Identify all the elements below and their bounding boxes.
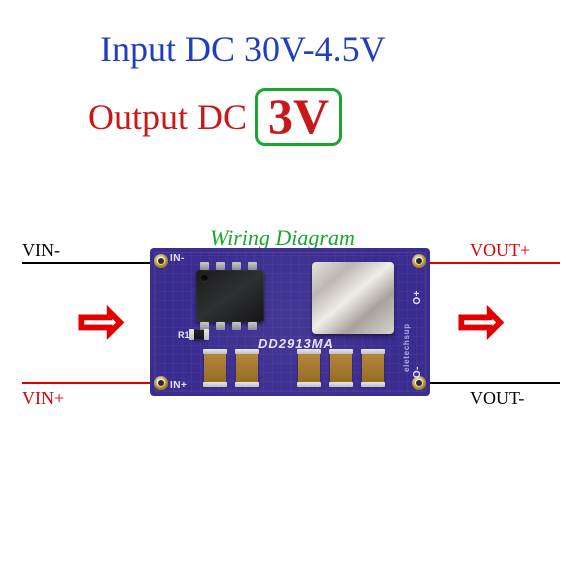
pcb-part-number: DD2913MA: [258, 336, 334, 351]
ic-chip: [196, 270, 264, 322]
flow-arrow-out: ⇨: [458, 294, 505, 350]
ic-pin: [216, 262, 225, 270]
ic-pin: [248, 322, 257, 330]
pcb-brand-text: eletechsup: [402, 323, 411, 372]
label-vin-plus: VIN+: [22, 388, 64, 409]
ic-pin: [200, 262, 209, 270]
label-vout-minus: VOUT-: [470, 388, 524, 409]
flow-arrow-in: ⇨: [78, 294, 125, 350]
ic-pin: [232, 322, 241, 330]
pad-in-plus: [154, 376, 168, 390]
label-vin-minus: VIN-: [22, 240, 60, 261]
smd-cap: [204, 352, 226, 384]
silk-r1: R1: [178, 330, 190, 340]
smd-cap: [236, 352, 258, 384]
wire-vout-plus: [420, 262, 560, 264]
silk-o-plus: O+: [412, 290, 423, 305]
ic-pin: [248, 262, 257, 270]
smd-cap: [298, 352, 320, 384]
pad-out-plus: [412, 254, 426, 268]
input-spec-text: Input DC 30V-4.5V: [100, 28, 386, 70]
pcb-board: IN- IN+ O+ O- R1 DD2913MA eletechsup: [150, 248, 430, 396]
pad-in-minus: [154, 254, 168, 268]
smd-r1: [192, 330, 206, 339]
smd-cap: [362, 352, 384, 384]
output-prefix: Output DC: [88, 96, 247, 138]
output-voltage-box: 3V: [255, 88, 342, 146]
ic-pin: [216, 322, 225, 330]
label-vout-plus: VOUT+: [470, 240, 530, 261]
wire-vin-plus: [22, 382, 160, 384]
ic-pin: [232, 262, 241, 270]
inductor: [312, 262, 394, 334]
wire-vout-minus: [420, 382, 560, 384]
silk-o-minus: O-: [412, 366, 423, 378]
output-spec-line: Output DC 3V: [88, 88, 342, 146]
smd-cap: [330, 352, 352, 384]
wire-vin-minus: [22, 262, 160, 264]
silk-in-plus: IN+: [170, 380, 187, 391]
silk-in-minus: IN-: [170, 253, 185, 264]
